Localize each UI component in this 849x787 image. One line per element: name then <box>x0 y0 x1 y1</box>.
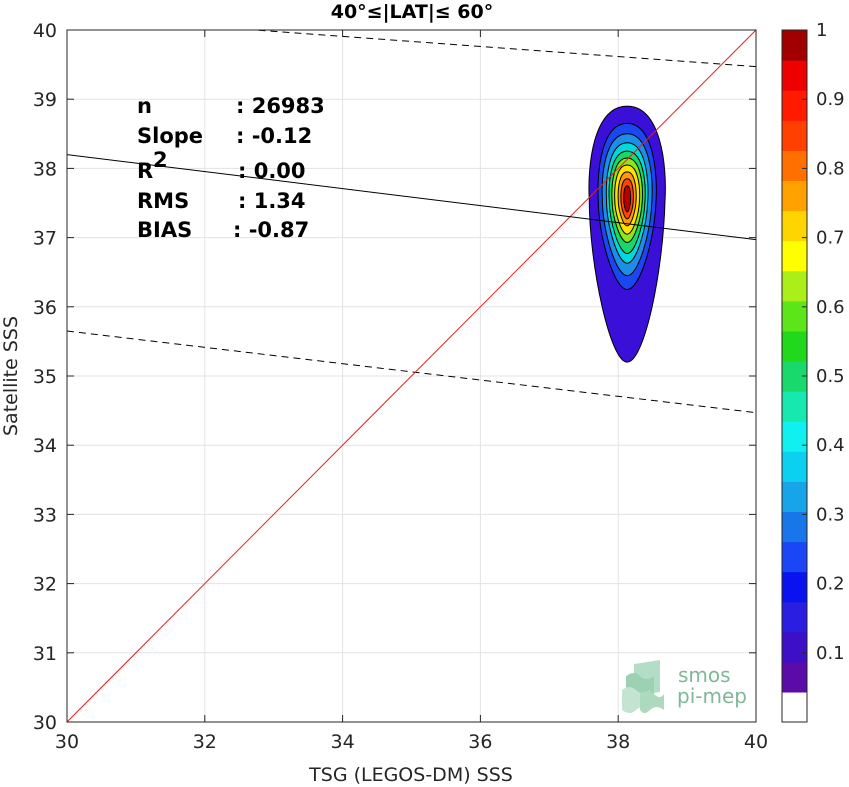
y-tick-label: 40 <box>33 20 57 42</box>
stat-label: Slope <box>137 124 203 148</box>
lower-bound-line <box>67 330 756 414</box>
logo: smos pi-mep <box>622 660 747 713</box>
colorbar-segment <box>782 601 807 633</box>
y-tick-label: 32 <box>33 574 57 596</box>
x-tick-label: 36 <box>468 731 492 753</box>
colorbar-tick-label: 0.5 <box>816 366 845 387</box>
colorbar-segment <box>782 60 807 91</box>
colorbar-segment <box>782 691 807 723</box>
colorbar-tick-label: 0.7 <box>816 228 845 249</box>
colorbar-segment <box>782 30 807 61</box>
colorbar-tick-label: 0.8 <box>816 158 845 179</box>
colorbar-tick-label: 0.3 <box>816 504 845 525</box>
density-contour <box>623 185 632 213</box>
x-tick-label: 40 <box>744 731 768 753</box>
reference-lines <box>67 30 756 722</box>
stats-box: n : 26983 Slope : -0.12 R 2 : 0.00 RMS : 1.34 BIA… <box>137 94 325 242</box>
stat-value: : -0.87 <box>233 218 309 242</box>
colorbar-tick-label: 0.2 <box>816 574 845 595</box>
logo-line1: smos <box>678 663 731 687</box>
y-tick-label: 30 <box>33 712 57 734</box>
colorbar-segment <box>782 421 807 452</box>
stat-value: : 26983 <box>236 94 325 118</box>
colorbar-segment <box>782 300 807 332</box>
colorbar-segment <box>782 391 807 422</box>
y-tick-label: 35 <box>33 366 57 388</box>
colorbar-segment <box>782 240 807 272</box>
y-tick-label: 31 <box>33 643 57 665</box>
colorbar-segment <box>782 541 807 573</box>
stat-label-superscript: 2 <box>153 148 168 172</box>
density-contours <box>588 105 666 363</box>
colorbar-tick-label: 1 <box>816 20 827 41</box>
regression-line <box>67 154 756 241</box>
colorbar-tick-label: 0.9 <box>816 89 845 110</box>
stat-value: : 0.00 <box>238 159 306 183</box>
colorbar-segment <box>782 481 807 512</box>
colorbar-segment <box>782 270 807 302</box>
colorbar <box>781 29 808 723</box>
x-tick-label: 32 <box>193 731 217 753</box>
y-axis-ticks: 30 31 32 33 34 35 36 37 38 39 40 <box>33 20 756 734</box>
y-tick-label: 39 <box>33 89 57 111</box>
y-tick-label: 37 <box>33 228 57 250</box>
colorbar-segment <box>782 90 807 121</box>
colorbar-segment <box>782 180 807 212</box>
colorbar-segment <box>782 120 807 151</box>
y-tick-label: 36 <box>33 297 57 319</box>
x-tick-label: 30 <box>55 731 79 753</box>
y-tick-label: 33 <box>33 504 57 526</box>
y-axis-label: Satellite SSS <box>0 316 22 436</box>
logo-mark-icon <box>622 660 664 713</box>
grid <box>66 29 757 723</box>
colorbar-segment <box>782 330 807 362</box>
x-axis-label: TSG (LEGOS-DM) SSS <box>308 764 513 786</box>
colorbar-segment <box>782 210 807 242</box>
colorbar-segment <box>782 661 807 693</box>
colorbar-segment <box>782 150 807 182</box>
logo-line2: pi-mep <box>677 684 747 708</box>
colorbar-segment <box>782 631 807 663</box>
colorbar-ticks: 0.1 0.2 0.3 0.4 0.5 0.6 0.7 0.8 0.9 1 <box>802 20 845 664</box>
stat-label: BIAS <box>137 218 192 242</box>
x-tick-label: 34 <box>331 731 355 753</box>
stat-value: : 1.34 <box>238 189 306 213</box>
stat-label: R <box>137 159 153 183</box>
colorbar-segment <box>782 451 807 482</box>
chart-title: 40°≤|LAT|≤ 60° <box>331 1 494 23</box>
colorbar-tick-label: 0.6 <box>816 297 845 318</box>
identity-line <box>67 30 756 722</box>
colorbar-segment <box>782 571 807 603</box>
x-tick-label: 38 <box>606 731 630 753</box>
y-tick-label: 34 <box>33 435 57 457</box>
colorbar-tick-label: 0.4 <box>816 435 845 456</box>
y-tick-label: 38 <box>33 158 57 180</box>
x-axis-ticks: 30 32 34 36 38 40 <box>55 30 768 753</box>
colorbar-segment <box>782 511 807 543</box>
stat-label: n <box>137 94 152 118</box>
colorbar-tick-label: 0.1 <box>816 643 845 664</box>
stat-label: RMS <box>137 189 189 213</box>
stat-value: : -0.12 <box>236 124 312 148</box>
